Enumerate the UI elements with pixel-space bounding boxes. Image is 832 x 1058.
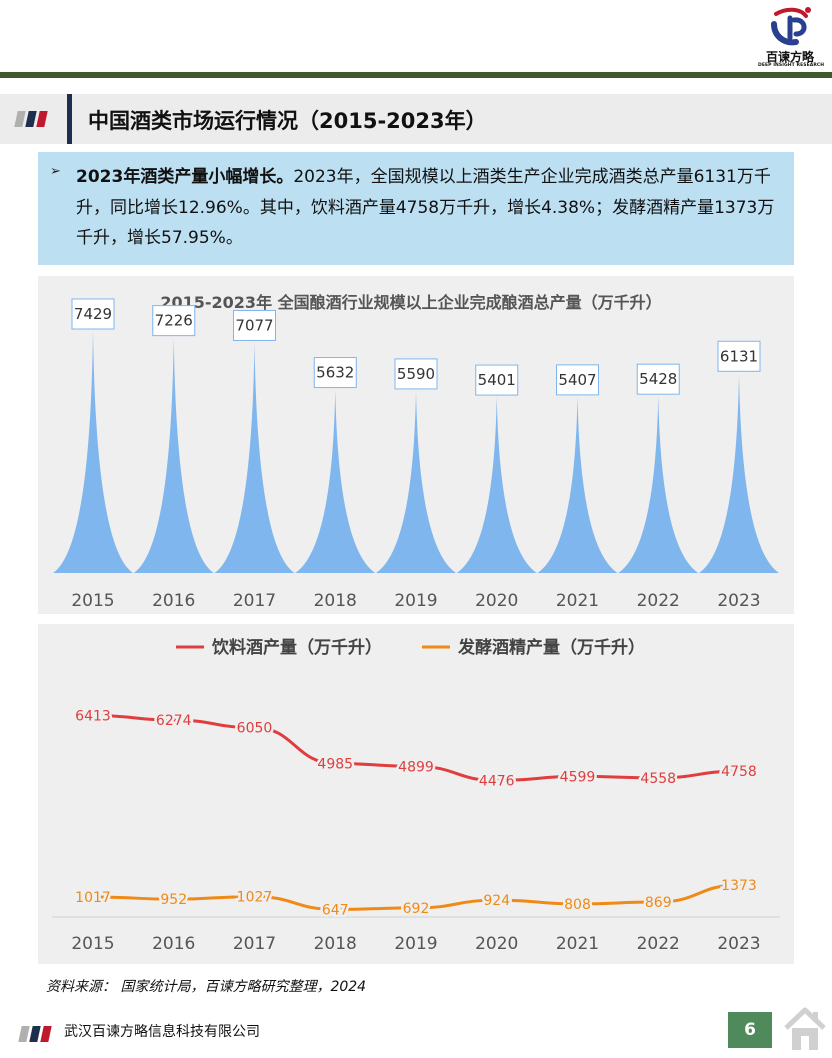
data-label: 7077 bbox=[235, 316, 273, 334]
bar-spike bbox=[214, 342, 295, 573]
data-label-box bbox=[636, 363, 680, 395]
x-tick-label: 2016 bbox=[152, 934, 195, 954]
x-tick-label: 2017 bbox=[233, 934, 276, 954]
footer-stripes bbox=[18, 1026, 52, 1042]
data-label: 808 bbox=[564, 897, 591, 913]
data-label: 5428 bbox=[639, 370, 677, 388]
bar-spike bbox=[133, 337, 214, 573]
data-label: 1373 bbox=[721, 878, 757, 894]
data-label-box bbox=[475, 364, 519, 396]
header-rule bbox=[0, 72, 832, 78]
x-tick-label: 2016 bbox=[152, 591, 195, 611]
data-label-box bbox=[313, 357, 357, 389]
data-label: 4899 bbox=[398, 759, 434, 775]
stripes-decoration bbox=[14, 111, 48, 127]
brand-logo: 百谏方略 DEEP INSIGHT RESEARCH bbox=[758, 4, 825, 70]
x-tick-label: 2018 bbox=[314, 934, 357, 954]
bar-spike bbox=[699, 373, 779, 573]
data-label: 5590 bbox=[397, 365, 435, 383]
chart-total-production: 2015-2023年 全国酿酒行业规模以上企业完成酿酒总产量（万千升） 7429 2… bbox=[38, 276, 794, 614]
chart-line-svg: 饮料酒产量（万千升） 发酵酒精产量（万千升） 6413 6274 6050 4985 489… bbox=[52, 637, 780, 954]
bar-spike bbox=[537, 396, 618, 573]
data-label: 924 bbox=[483, 893, 510, 909]
data-label-box bbox=[152, 305, 196, 337]
data-label: 5407 bbox=[558, 371, 596, 389]
bar-spike bbox=[53, 331, 133, 573]
company-name: 武汉百谏方略信息科技有限公司 bbox=[64, 1024, 260, 1040]
data-label: 4476 bbox=[479, 774, 515, 790]
legend-label: 发酵酒精产量（万千升） bbox=[457, 637, 645, 658]
data-label-box bbox=[233, 309, 276, 341]
brand-name: 百谏方略 bbox=[765, 50, 814, 64]
data-label: 4558 bbox=[640, 771, 676, 787]
x-tick-label: 2019 bbox=[394, 934, 437, 954]
data-label: 7429 bbox=[74, 305, 112, 323]
brand-mark-icon bbox=[771, 7, 811, 46]
chart-title: 2015-2023年 全国酿酒行业规模以上企业完成酿酒总产量（万千升） bbox=[160, 293, 661, 312]
x-tick-label: 2023 bbox=[717, 934, 760, 954]
bar-spike bbox=[295, 389, 376, 573]
data-label-box bbox=[71, 298, 115, 330]
brand-tagline: DEEP INSIGHT RESEARCH bbox=[758, 63, 825, 68]
data-label: 6050 bbox=[237, 721, 273, 737]
bullet-arrow-icon: ➢ bbox=[50, 164, 61, 179]
data-label: 869 bbox=[645, 895, 672, 911]
highlight-box: ➢ 2023年酒类产量小幅增长。2023年，全国规模以上酒类生产企业完成酒类总产… bbox=[38, 152, 794, 265]
x-tick-label: 2022 bbox=[637, 591, 680, 611]
data-label: 952 bbox=[160, 892, 187, 908]
legend-label: 饮料酒产量（万千升） bbox=[211, 637, 382, 658]
x-tick-label: 2017 bbox=[233, 591, 276, 611]
bar-spike bbox=[618, 396, 699, 573]
series-line bbox=[91, 713, 741, 783]
bar-spike bbox=[376, 390, 456, 573]
data-label: 4985 bbox=[317, 756, 353, 772]
data-label: 5632 bbox=[316, 364, 354, 382]
title-accent-bar bbox=[67, 94, 72, 144]
data-label-box bbox=[394, 358, 438, 390]
x-tick-label: 2021 bbox=[556, 591, 599, 611]
data-label: 7226 bbox=[155, 312, 193, 330]
data-label: 692 bbox=[403, 901, 430, 917]
data-label-box bbox=[556, 364, 599, 396]
x-tick-label: 2023 bbox=[717, 591, 760, 611]
data-label: 647 bbox=[322, 902, 349, 918]
title-bar: 中国酒类市场运行情况（2015-2023年） bbox=[0, 94, 832, 144]
x-tick-label: 2021 bbox=[556, 934, 599, 954]
data-label: 6274 bbox=[156, 713, 192, 729]
data-label: 1017 bbox=[75, 890, 111, 906]
data-label: 5401 bbox=[478, 371, 516, 389]
highlight-text: 2023年酒类产量小幅增长。2023年，全国规模以上酒类生产企业完成酒类总产量6… bbox=[76, 162, 788, 254]
home-icon[interactable] bbox=[782, 1004, 828, 1052]
data-label: 4599 bbox=[560, 769, 596, 785]
page-title: 中国酒类市场运行情况（2015-2023年） bbox=[88, 109, 487, 133]
x-tick-label: 2020 bbox=[475, 591, 518, 611]
data-label: 4758 bbox=[721, 764, 757, 780]
x-tick-label: 2018 bbox=[314, 591, 357, 611]
data-label: 6131 bbox=[720, 347, 758, 365]
data-label: 1027 bbox=[237, 890, 273, 906]
bar-spike bbox=[456, 397, 537, 573]
x-tick-label: 2020 bbox=[475, 934, 518, 954]
chart-beverage-alcohol: 饮料酒产量（万千升） 发酵酒精产量（万千升） 6413 6274 6050 4985 489… bbox=[38, 624, 794, 964]
chart-total-svg: 2015-2023年 全国酿酒行业规模以上企业完成酿酒总产量（万千升） 7429 2… bbox=[53, 293, 779, 611]
data-label: 6413 bbox=[75, 708, 111, 724]
x-tick-label: 2015 bbox=[71, 591, 114, 611]
page-number: 6 bbox=[728, 1012, 772, 1048]
source-note: 资料来源： 国家统计局，百谏方略研究整理，2024 bbox=[46, 979, 367, 995]
data-label-box bbox=[717, 340, 761, 372]
x-tick-label: 2019 bbox=[394, 591, 437, 611]
x-tick-label: 2015 bbox=[71, 934, 114, 954]
x-tick-label: 2022 bbox=[637, 934, 680, 954]
series-line bbox=[91, 883, 741, 911]
highlight-bold: 2023年酒类产量小幅增长。 bbox=[76, 167, 294, 187]
highlight-body: 2023年，全国规模以上酒类生产企业完成酒类总产量6131万千升，同比增长12.… bbox=[76, 167, 775, 248]
